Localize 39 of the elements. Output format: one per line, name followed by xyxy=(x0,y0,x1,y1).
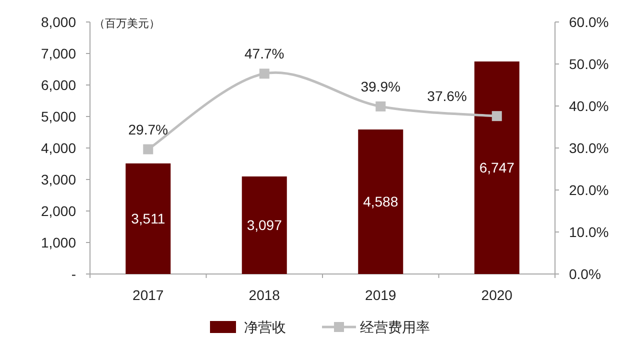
data-label: 29.7% xyxy=(128,121,168,138)
y2-tick-label: 60.0% xyxy=(569,14,609,30)
x-tick-label: 2020 xyxy=(481,287,513,303)
legend-label: 净营收 xyxy=(244,319,286,335)
y2-tick-label: 10.0% xyxy=(569,224,609,240)
point xyxy=(259,68,270,79)
data-label: 6,747 xyxy=(479,160,515,176)
x-tick-label: 2017 xyxy=(132,287,164,303)
y-tick-label: 1,000 xyxy=(40,234,76,250)
y2-tick-label: 50.0% xyxy=(569,56,609,72)
y-tick-label: 5,000 xyxy=(40,108,76,124)
y-tick-label: 6,000 xyxy=(40,77,76,93)
data-label: 4,588 xyxy=(363,194,398,210)
y-tick-label: 4,000 xyxy=(40,140,76,156)
y-tick-label: - xyxy=(71,266,76,282)
point xyxy=(376,101,386,112)
y2-tick-label: 20.0% xyxy=(569,182,609,198)
y2-tick-label: 30.0% xyxy=(569,140,609,156)
bar xyxy=(126,163,171,274)
data-label: 3,511 xyxy=(131,210,166,227)
x-tick-label: 2018 xyxy=(248,287,280,303)
y-tick-label: 8,000 xyxy=(40,14,76,30)
y-tick-label: 7,000 xyxy=(40,46,76,62)
data-label: 47.7% xyxy=(244,46,284,62)
point xyxy=(492,111,502,122)
annotation: （百万美元） xyxy=(94,17,160,30)
y-tick-label: 2,000 xyxy=(40,203,76,219)
y2-tick-label: 40.0% xyxy=(569,98,609,114)
legend-label: 经营费用率 xyxy=(360,319,430,335)
y-tick-label: 3,000 xyxy=(40,172,76,188)
data-label: 39.9% xyxy=(360,78,400,94)
bar xyxy=(242,176,287,274)
data-label: 37.6% xyxy=(427,88,467,104)
bar xyxy=(358,129,404,274)
x-tick-label: 2019 xyxy=(365,287,396,303)
bar xyxy=(474,61,520,274)
point xyxy=(143,144,154,154)
data-label: 3,097 xyxy=(246,217,282,234)
y2-tick-label: 0.0% xyxy=(569,266,601,282)
